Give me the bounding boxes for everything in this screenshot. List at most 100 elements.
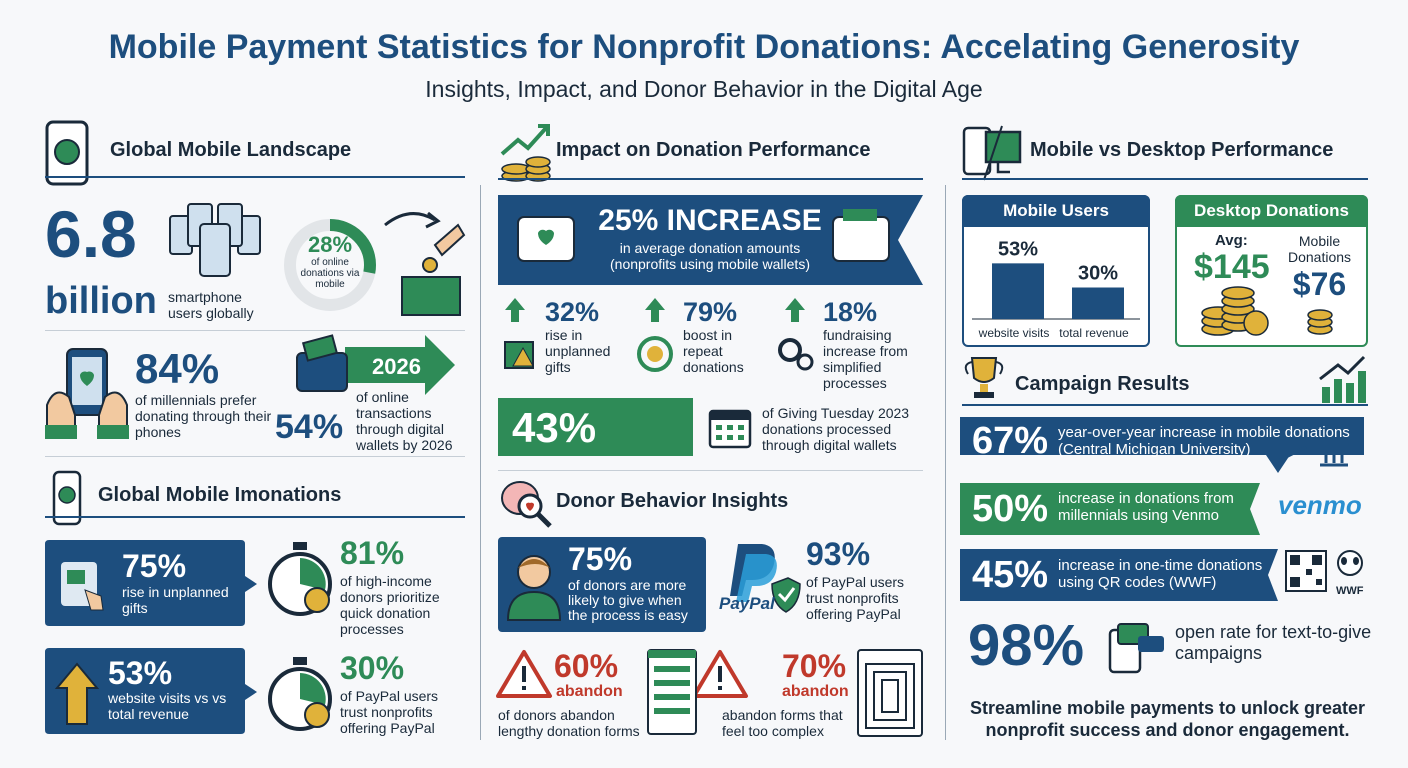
sms-icon: [1108, 623, 1164, 674]
bar: [1072, 287, 1124, 319]
stat: $145: [1194, 248, 1270, 286]
donut-label: 28%: [307, 232, 353, 257]
stat: 30%: [340, 650, 405, 686]
stat-text: website visits vs vs total revenue: [108, 690, 227, 722]
paypal-icon: [730, 544, 801, 613]
phones-icon: [169, 203, 261, 277]
stat: 60%: [554, 648, 619, 684]
stat: 18%: [823, 297, 878, 327]
stat-text: fundraising increase from simplified pro…: [823, 327, 908, 391]
donut-text: of online donations via mobile: [300, 257, 360, 290]
stat: 53%: [108, 655, 173, 691]
stat: 84%: [135, 345, 220, 392]
section-heading: Donor Behavior Insights: [556, 490, 789, 512]
banner: [498, 195, 923, 285]
stat-text: increase in donations from millennials u…: [1058, 490, 1234, 524]
rule: [498, 178, 923, 180]
stat-text: of PayPal users trust nonprofits offerin…: [806, 574, 905, 622]
stat-icons: [504, 298, 814, 372]
section-heading: Global Mobile Landscape: [110, 139, 352, 161]
device-icon: [962, 125, 1022, 181]
stat-text: of millennials prefer donating through t…: [135, 392, 272, 440]
coins-icon: [1201, 286, 1333, 336]
stat: 50%: [972, 488, 1049, 530]
abandon-icons: [496, 649, 923, 737]
donut: [284, 219, 376, 311]
stat: 81%: [340, 535, 405, 571]
callout-box: [45, 648, 257, 734]
stat: 98%: [968, 613, 1085, 678]
stat-text: of high-income donors prioritize quick d…: [340, 573, 440, 637]
person-icon: [506, 555, 562, 621]
stat: 70%: [782, 648, 847, 684]
card-title: Mobile Users: [962, 195, 1150, 227]
rule: [962, 404, 1368, 406]
subtitle: Insights, Impact, and Donor Behavior in …: [425, 76, 983, 102]
stat-text: smartphone users globally: [168, 289, 254, 321]
bar-label: 30%: [1078, 263, 1118, 285]
card-title: Desktop Donations: [1175, 195, 1368, 227]
growth-coins-icon: [500, 124, 551, 182]
callout-box: [45, 540, 257, 626]
label: Mobile Donations: [1287, 233, 1352, 265]
stat-text: abandon forms that feel too complex: [722, 707, 843, 739]
stat: 6.8: [45, 197, 137, 271]
stat: 75%: [122, 548, 187, 584]
title: Mobile Payment Statistics for Nonprofit …: [108, 28, 1300, 66]
stopwatch-icon: [268, 542, 332, 616]
stat-label: abandon: [556, 683, 623, 700]
stat-text: year-over-year increase in mobile donati…: [1058, 424, 1350, 458]
trophy-icon: [964, 357, 1004, 398]
stat-text: of online transactions through digital w…: [356, 389, 453, 453]
rule: [45, 456, 465, 457]
stat: 75%: [568, 541, 633, 577]
stat-text: rise in unplanned gifts: [545, 327, 611, 375]
stat-label: abandon: [782, 683, 849, 700]
bar-label: 53%: [998, 238, 1038, 260]
stat: 67%: [972, 420, 1049, 462]
stat-text: of Giving Tuesday 2023 donations process…: [762, 405, 910, 453]
stat-text: boost in repeat donations: [683, 327, 744, 375]
stat: 79%: [683, 297, 738, 327]
divider: [480, 185, 481, 740]
category-label: website visits: [978, 326, 1050, 340]
label: Avg:: [1215, 232, 1248, 249]
chart-icon: [1319, 355, 1366, 403]
stat-text: open rate for text-to-give campaigns: [1175, 622, 1372, 663]
logo: WWF: [1336, 585, 1364, 597]
rule: [45, 176, 465, 178]
wallet-arrow-icon: [296, 334, 455, 395]
stat: 32%: [545, 297, 600, 327]
divider: [945, 185, 946, 740]
stat: 43%: [512, 404, 597, 451]
brain-icon: [501, 481, 552, 528]
stat: $76: [1292, 266, 1347, 302]
stat: 54%: [275, 408, 344, 446]
rule: [45, 516, 465, 518]
stat-unit: billion: [45, 280, 157, 322]
highlight-box: [498, 398, 693, 456]
rule: [962, 178, 1368, 180]
phone-globe-icon: [52, 470, 82, 526]
stat-text: rise in unplanned gifts: [122, 584, 229, 616]
campaign-bars: [960, 417, 1364, 601]
logo: PayPal: [719, 594, 775, 613]
bar: [992, 263, 1044, 319]
category-label: total revenue: [1059, 326, 1129, 340]
stat: 45%: [972, 554, 1049, 596]
banner-title: 25% INCREASE: [598, 204, 822, 237]
stat-text: of PayPal users trust nonprofits offerin…: [340, 688, 439, 736]
calendar-icon: [708, 409, 752, 449]
section-heading: Campaign Results: [1015, 373, 1190, 395]
stopwatch-icon: [268, 657, 332, 731]
rule: [498, 470, 923, 471]
banner-text: in average donation amounts (nonprofits …: [610, 240, 810, 272]
stat-text: increase in one-time donations using QR …: [1058, 557, 1263, 591]
year-label: 2026: [372, 354, 421, 379]
donut-arc: [284, 219, 376, 311]
stat: 93%: [806, 536, 871, 572]
stat-text: of donors are more likely to give when t…: [568, 577, 688, 623]
section-heading: Impact on Donation Performance: [556, 139, 871, 161]
footer: Streamline mobile payments to unlock gre…: [969, 698, 1366, 740]
